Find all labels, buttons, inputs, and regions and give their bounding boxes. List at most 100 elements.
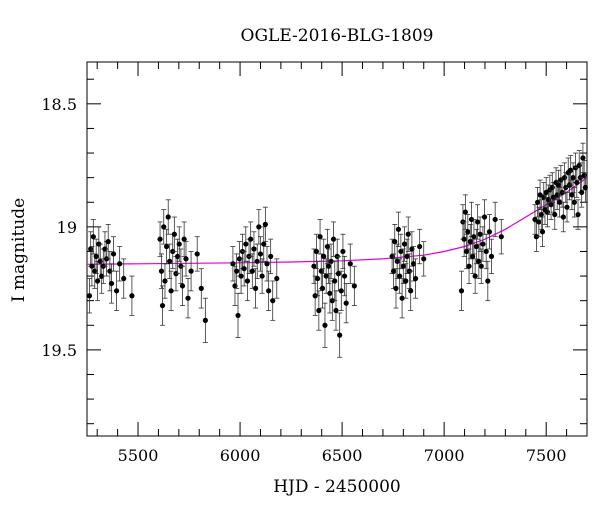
data-marker — [394, 258, 400, 264]
data-point — [270, 280, 276, 321]
data-point — [110, 236, 117, 272]
data-marker — [159, 302, 166, 309]
data-point — [185, 278, 191, 319]
data-marker — [478, 263, 484, 269]
data-marker — [341, 273, 348, 279]
data-marker — [317, 234, 323, 240]
y-tick-label: 19.5 — [41, 341, 77, 360]
data-marker — [117, 261, 123, 267]
data-point — [241, 251, 247, 287]
data-marker — [249, 268, 255, 274]
data-point — [162, 263, 168, 299]
x-tick-label: 7500 — [526, 446, 567, 465]
data-point — [318, 253, 324, 289]
x-axis-label: HJD - 2450000 — [273, 477, 401, 497]
x-tick-label: 7000 — [424, 446, 465, 465]
data-marker — [337, 332, 343, 338]
data-marker — [171, 231, 177, 237]
data-marker — [157, 236, 163, 242]
data-point — [168, 270, 174, 311]
data-point — [311, 248, 317, 284]
data-point — [458, 270, 465, 311]
data-points-group — [86, 142, 588, 358]
data-marker — [405, 231, 411, 237]
data-point — [161, 209, 167, 245]
data-marker — [335, 271, 342, 277]
data-marker — [270, 298, 276, 304]
data-point — [323, 258, 329, 294]
data-marker — [393, 285, 399, 291]
data-point — [582, 172, 588, 203]
data-point — [466, 248, 472, 284]
data-marker — [564, 204, 570, 210]
data-marker — [161, 224, 167, 230]
data-marker — [162, 278, 168, 284]
data-point — [163, 228, 170, 265]
data-marker — [401, 241, 408, 247]
data-point — [89, 246, 95, 287]
data-marker — [185, 295, 191, 301]
data-point — [537, 179, 543, 211]
data-point — [129, 275, 135, 316]
data-point — [398, 233, 404, 270]
data-marker — [471, 234, 477, 240]
data-marker — [412, 275, 419, 282]
data-marker — [481, 214, 488, 220]
data-marker — [233, 268, 240, 274]
data-marker — [549, 184, 555, 191]
data-point — [93, 238, 99, 275]
plot-frame — [86, 61, 588, 437]
data-marker — [403, 278, 409, 284]
data-marker — [538, 211, 544, 218]
data-marker — [535, 199, 541, 205]
chart-title: OGLE-2016-BLG-1809 — [241, 26, 434, 46]
data-marker — [552, 211, 558, 218]
data-marker — [466, 263, 472, 269]
data-marker — [165, 214, 171, 220]
data-marker — [322, 322, 328, 328]
data-point — [202, 297, 208, 343]
data-marker — [476, 258, 482, 264]
data-point — [548, 189, 554, 220]
data-marker — [571, 199, 577, 205]
data-point — [188, 251, 194, 292]
data-point — [472, 258, 478, 294]
data-point — [327, 273, 333, 314]
model-curve — [86, 177, 588, 265]
data-marker — [579, 189, 585, 196]
data-marker — [176, 241, 182, 247]
data-marker — [235, 312, 241, 319]
data-marker — [473, 243, 479, 250]
data-point — [181, 221, 187, 257]
data-point — [564, 192, 570, 223]
data-marker — [95, 278, 101, 284]
data-marker — [408, 288, 414, 294]
data-marker — [238, 273, 244, 279]
data-marker — [194, 251, 200, 257]
data-point — [535, 187, 541, 218]
data-point — [230, 246, 236, 282]
data-point — [176, 226, 182, 262]
data-marker — [570, 175, 576, 181]
data-marker — [326, 263, 332, 269]
data-marker — [315, 275, 321, 282]
data-point — [121, 258, 127, 299]
data-point — [337, 312, 343, 358]
data-point — [343, 283, 349, 324]
data-point — [480, 226, 486, 262]
data-point — [571, 187, 577, 218]
data-marker — [333, 307, 339, 314]
data-point — [476, 243, 482, 279]
data-point — [86, 278, 93, 314]
data-marker — [121, 275, 127, 282]
data-marker — [392, 239, 398, 245]
data-marker — [557, 199, 563, 205]
data-marker — [480, 241, 486, 247]
data-point — [117, 246, 123, 282]
data-marker — [340, 248, 346, 255]
data-marker — [311, 263, 317, 269]
data-marker — [472, 273, 478, 279]
data-marker — [485, 278, 491, 284]
data-marker — [323, 273, 329, 279]
